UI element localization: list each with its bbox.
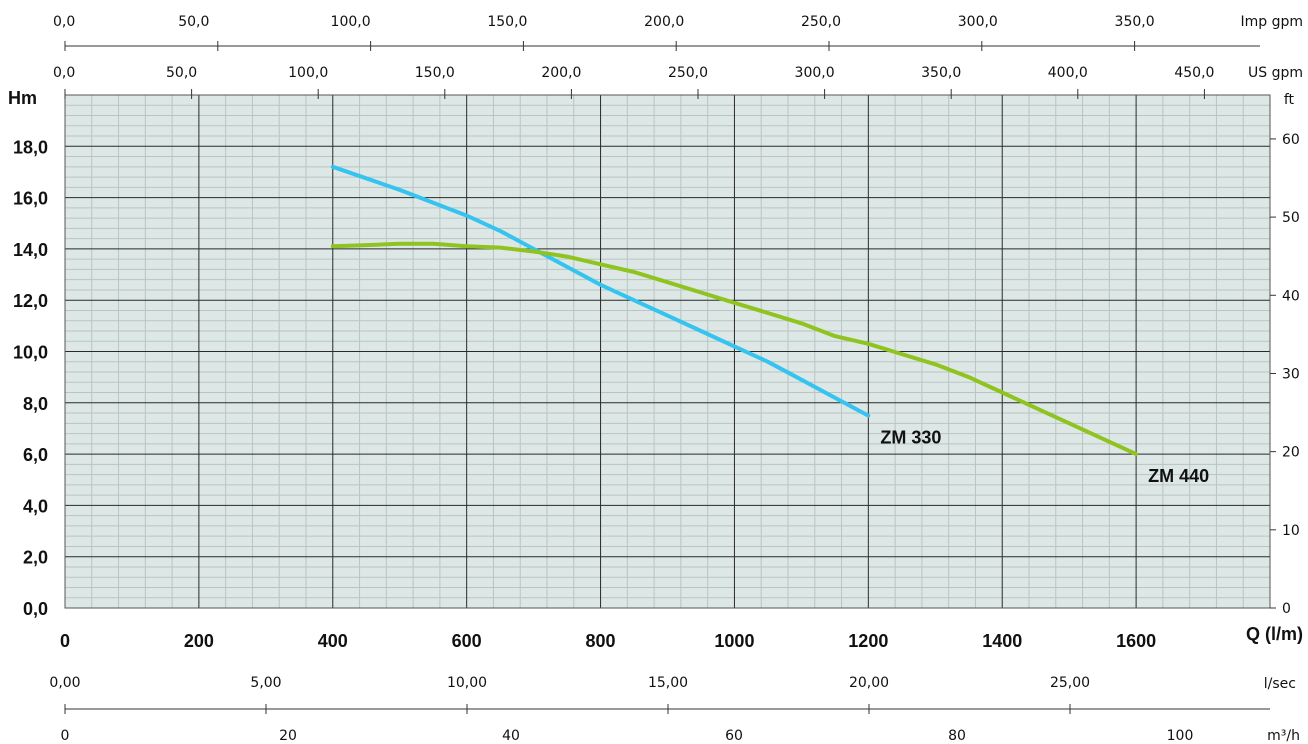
- flow-m3h-tick-label: 0: [61, 728, 70, 744]
- flow-m3h-tick-label: 40: [502, 728, 520, 744]
- us-gpm-tick-label: 300,0: [795, 65, 835, 81]
- flow-lsec-tick-label: 5,00: [250, 675, 281, 691]
- imp-gpm-tick-label: 250,0: [801, 14, 841, 30]
- flow-lpm-tick-label: 1200: [848, 631, 888, 651]
- us-gpm-axis-label: US gpm: [1248, 65, 1303, 81]
- flow-lpm-axis-label: Q (l/m): [1246, 624, 1303, 644]
- us-gpm-tick-label: 400,0: [1048, 65, 1088, 81]
- imp-gpm-tick-label: 200,0: [644, 14, 684, 30]
- flow-lpm-tick-label: 800: [586, 631, 616, 651]
- flow-lpm-tick-label: 600: [452, 631, 482, 651]
- head-m-tick-label: 16,0: [13, 189, 48, 209]
- head-m-tick-label: 6,0: [23, 445, 48, 465]
- head-ft-tick-label: 60: [1282, 132, 1300, 148]
- flow-lsec-tick-label: 15,00: [648, 675, 688, 691]
- us-gpm-tick-label: 0,0: [53, 65, 75, 81]
- imp-gpm-tick-label: 150,0: [487, 14, 527, 30]
- us-gpm-tick-label: 250,0: [668, 65, 708, 81]
- head-ft-tick-label: 50: [1282, 210, 1300, 226]
- flow-m3h-tick-label: 60: [725, 728, 743, 744]
- us-gpm-tick-label: 50,0: [166, 65, 197, 81]
- flow-lpm-tick-label: 400: [318, 631, 348, 651]
- us-gpm-tick-label: 150,0: [415, 65, 455, 81]
- head-m-tick-label: 0,0: [23, 599, 48, 619]
- head-m-tick-label: 8,0: [23, 394, 48, 414]
- imp-gpm-tick-label: 0,0: [53, 14, 75, 30]
- imp-gpm-tick-label: 50,0: [178, 14, 209, 30]
- head-ft-tick-label: 20: [1282, 445, 1300, 461]
- imp-gpm-tick-label: 350,0: [1115, 14, 1155, 30]
- us-gpm-tick-label: 350,0: [921, 65, 961, 81]
- flow-lsec-tick-label: 20,00: [849, 675, 889, 691]
- flow-m3h-tick-label: 80: [948, 728, 966, 744]
- head-m-tick-label: 4,0: [23, 496, 48, 516]
- flow-lpm-tick-label: 1600: [1116, 631, 1156, 651]
- us-gpm-tick-label: 200,0: [541, 65, 581, 81]
- head-m-tick-label: 12,0: [13, 291, 48, 311]
- us-gpm-tick-label: 450,0: [1174, 65, 1214, 81]
- head-ft-tick-label: 40: [1282, 288, 1300, 304]
- head-ft-tick-label: 30: [1282, 366, 1300, 382]
- series-label-zm-330: ZM 330: [880, 428, 941, 448]
- head-m-tick-label: 14,0: [13, 240, 48, 260]
- head-ft-tick-label: 10: [1282, 523, 1300, 539]
- flow-lpm-tick-label: 200: [184, 631, 214, 651]
- flow-m3h-tick-label: 20: [279, 728, 297, 744]
- flow-lpm-tick-label: 0: [60, 631, 70, 651]
- head-m-tick-label: 2,0: [23, 548, 48, 568]
- head-m-axis-label: Hm: [8, 88, 37, 108]
- flow-m3h-axis-label: m³/h: [1267, 728, 1300, 744]
- flow-lsec-tick-label: 0,00: [49, 675, 80, 691]
- flow-lsec-axis-label: l/sec: [1264, 676, 1296, 692]
- imp-gpm-tick-label: 100,0: [331, 14, 371, 30]
- flow-lpm-tick-label: 1000: [714, 631, 754, 651]
- flow-lsec-tick-label: 25,00: [1050, 675, 1090, 691]
- head-ft-tick-label: 0: [1282, 601, 1291, 617]
- flow-lsec-tick-label: 10,00: [447, 675, 487, 691]
- series-label-zm-440: ZM 440: [1148, 466, 1209, 486]
- flow-m3h-tick-label: 100: [1167, 728, 1194, 744]
- head-m-tick-label: 10,0: [13, 343, 48, 363]
- flow-lpm-tick-label: 1400: [982, 631, 1022, 651]
- imp-gpm-tick-label: 300,0: [958, 14, 998, 30]
- imp-gpm-axis-label: Imp gpm: [1240, 14, 1303, 30]
- head-m-tick-label: 18,0: [13, 137, 48, 157]
- us-gpm-tick-label: 100,0: [288, 65, 328, 81]
- head-ft-axis-label: ft: [1284, 92, 1295, 108]
